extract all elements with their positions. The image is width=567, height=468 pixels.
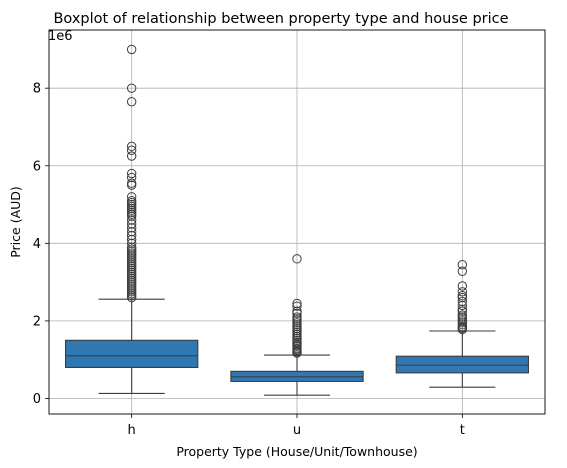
outlier-point <box>126 238 137 249</box>
outlier-point <box>457 300 468 311</box>
box-group-u <box>230 254 364 396</box>
outlier-point <box>292 301 302 311</box>
outlier-point <box>457 324 468 335</box>
outlier-point <box>292 348 302 358</box>
outlier-point <box>126 234 137 245</box>
outlier-point <box>457 296 468 307</box>
plot-layer <box>64 44 530 396</box>
outlier-point <box>126 211 137 221</box>
outlier-point <box>126 145 137 155</box>
box-group-t <box>395 259 530 388</box>
outlier-point <box>126 219 137 229</box>
outlier-point <box>126 97 137 107</box>
outlier-point <box>126 83 137 93</box>
outlier-point <box>126 292 137 303</box>
chart-title: Boxplot of relationship between property… <box>53 11 508 27</box>
outlier-point <box>457 292 468 303</box>
outlier-point <box>126 223 137 233</box>
outlier-point <box>126 215 137 225</box>
outlier-point <box>126 44 137 55</box>
outlier-point <box>457 266 468 276</box>
x-tick-label-t: t <box>460 423 465 438</box>
outlier-point <box>126 226 137 237</box>
axis-layer: 0 2 4 6 8 h u t <box>33 82 465 438</box>
x-tick-label-h: h <box>128 423 136 438</box>
outlier-point <box>292 298 302 309</box>
iqr-box <box>64 339 199 369</box>
outlier-point <box>457 306 468 316</box>
y-tick-label: 6 <box>33 159 41 174</box>
outlier-point <box>126 141 137 152</box>
y-tick-label: 2 <box>33 314 41 329</box>
outlier-point <box>457 287 468 297</box>
y-tick-label: 4 <box>33 237 41 252</box>
outlier-point <box>457 281 468 291</box>
y-tick-label: 8 <box>33 82 41 97</box>
outlier-point <box>126 168 137 179</box>
box-group-h <box>64 44 199 394</box>
iqr-box <box>395 355 530 374</box>
outlier-point <box>292 308 302 318</box>
y-axis-label: Price (AUD) <box>8 186 23 258</box>
outlier-point <box>292 254 302 264</box>
outlier-point <box>126 230 137 241</box>
x-axis-label: Property Type (House/Unit/Townhouse) <box>176 444 417 459</box>
outlier-point <box>126 180 137 190</box>
outlier-point <box>126 192 137 202</box>
y-tick-label: 0 <box>33 392 41 407</box>
y-offset-label: 1e6 <box>48 29 73 44</box>
outlier-point <box>457 259 468 270</box>
x-tick-label-u: u <box>293 423 301 438</box>
outlier-point <box>126 172 137 183</box>
outlier-point <box>126 151 137 161</box>
